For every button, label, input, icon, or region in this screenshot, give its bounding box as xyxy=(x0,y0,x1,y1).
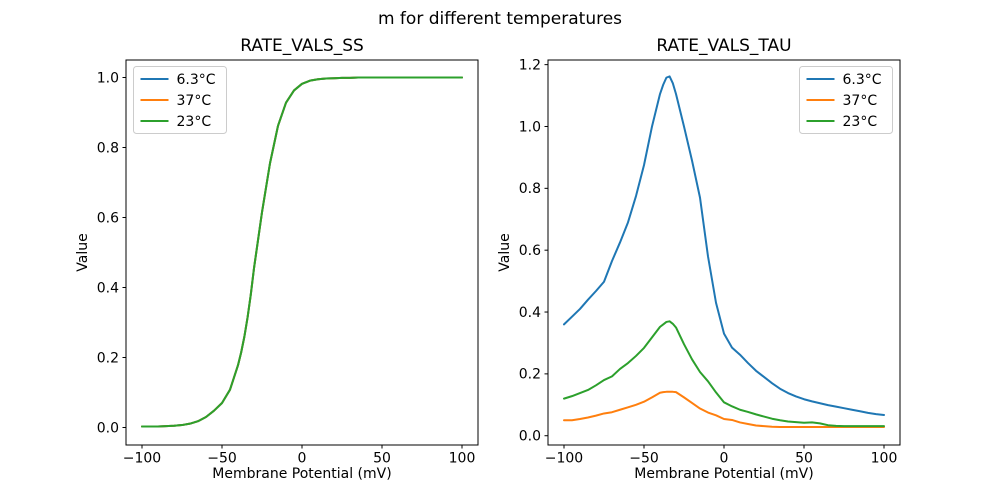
x-axis-label: Membrane Potential (mV) xyxy=(212,466,391,482)
x-tick-label: 100 xyxy=(449,451,476,467)
legend-label: 6.3°C xyxy=(177,72,216,88)
x-tick-label: −100 xyxy=(545,451,583,467)
x-tick-label: 0 xyxy=(298,451,307,467)
x-tick-label: 50 xyxy=(373,451,391,467)
y-tick-label: 0.4 xyxy=(97,280,119,296)
legend: 6.3°C 37°C 23°C xyxy=(799,66,893,134)
x-tick-label: 0 xyxy=(720,451,729,467)
y-tick-label: 0.6 xyxy=(519,243,541,259)
axes-1: −100 −50 0 50 100 0.0 0.2 0.4 0.6 0.8 1.0 1.2 RATE_V… xyxy=(497,36,901,482)
x-tick-label: −50 xyxy=(207,451,237,467)
axes-title: RATE_VALS_SS xyxy=(240,36,364,56)
legend-label: 23°C xyxy=(843,114,878,130)
legend-label: 23°C xyxy=(177,114,212,130)
x-tick-label: −50 xyxy=(629,451,659,467)
figure-title: m for different temperatures xyxy=(377,9,623,29)
legend-label: 6.3°C xyxy=(843,72,882,88)
y-tick-label: 0.0 xyxy=(519,429,541,445)
y-tick-label: 0.8 xyxy=(97,140,119,156)
legend-box xyxy=(799,66,893,134)
legend-label: 37°C xyxy=(177,93,212,109)
axes-frame xyxy=(125,59,479,446)
y-tick-label: 0.0 xyxy=(97,420,119,436)
x-tick-label: 100 xyxy=(871,451,898,467)
y-axis-label: Value xyxy=(75,233,91,271)
legend-label: 37°C xyxy=(843,93,878,109)
legend-box xyxy=(133,66,227,134)
y-tick-label: 1.0 xyxy=(519,119,541,135)
y-tick-label: 0.4 xyxy=(519,305,541,321)
axes-0: −100 −50 0 50 100 0.0 0.2 0.4 0.6 0.8 1.0 RATE_VALS… xyxy=(75,36,479,482)
x-tick-label: −100 xyxy=(123,451,161,467)
series-line-6.3C xyxy=(563,75,885,416)
y-axis-label: Value xyxy=(497,233,513,271)
y-tick-label: 1.0 xyxy=(97,70,119,86)
axes-frame xyxy=(547,59,901,446)
series-line-37C xyxy=(563,390,885,429)
x-axis-label: Membrane Potential (mV) xyxy=(634,466,813,482)
series-line-23C xyxy=(563,320,885,428)
y-tick-label: 0.2 xyxy=(519,367,541,383)
y-tick-label: 0.2 xyxy=(97,350,119,366)
legend: 6.3°C 37°C 23°C xyxy=(133,66,227,134)
x-tick-label: 50 xyxy=(795,451,813,467)
series-line-23C xyxy=(141,76,463,428)
y-tick-label: 0.8 xyxy=(519,181,541,197)
y-tick-label: 0.6 xyxy=(97,210,119,226)
axes-title: RATE_VALS_TAU xyxy=(656,36,791,56)
y-tick-label: 1.2 xyxy=(519,57,541,73)
